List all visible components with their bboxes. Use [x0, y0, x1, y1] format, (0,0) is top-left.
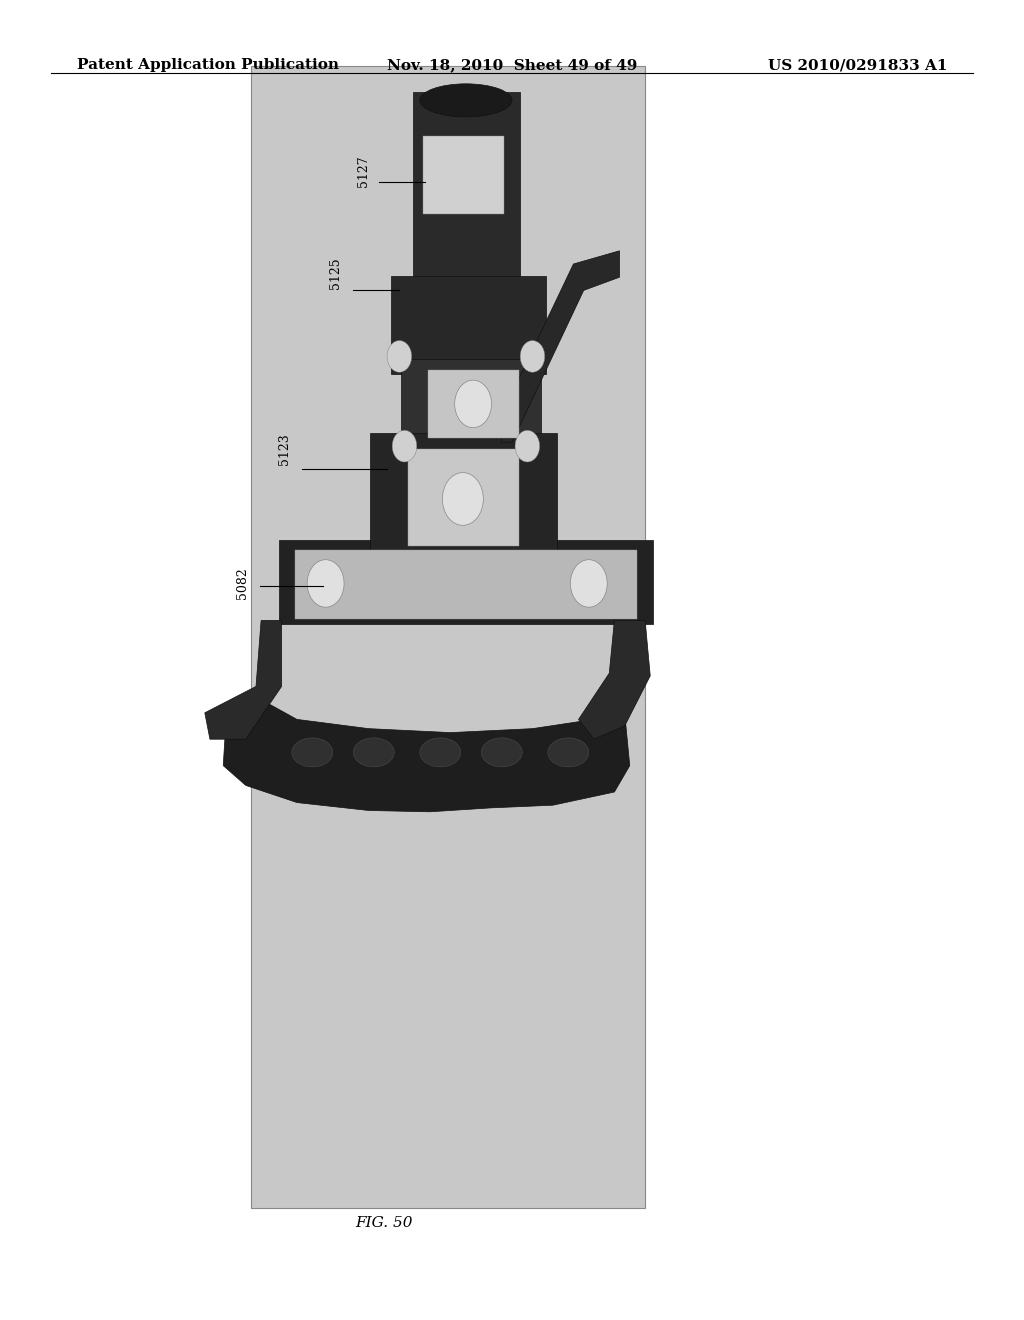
FancyBboxPatch shape: [391, 276, 546, 374]
Ellipse shape: [292, 738, 333, 767]
Circle shape: [520, 341, 545, 372]
Text: 5125: 5125: [330, 257, 342, 289]
FancyBboxPatch shape: [408, 449, 519, 546]
FancyBboxPatch shape: [423, 136, 504, 214]
Text: 5127: 5127: [357, 156, 370, 187]
Circle shape: [455, 380, 492, 428]
Circle shape: [570, 560, 607, 607]
Polygon shape: [579, 620, 650, 739]
Polygon shape: [223, 700, 630, 812]
Circle shape: [515, 430, 540, 462]
Ellipse shape: [548, 738, 589, 767]
Text: 5123: 5123: [279, 433, 291, 465]
Circle shape: [392, 430, 417, 462]
FancyBboxPatch shape: [413, 92, 520, 297]
Ellipse shape: [481, 738, 522, 767]
Text: 5082: 5082: [237, 568, 249, 599]
Polygon shape: [502, 251, 620, 442]
FancyBboxPatch shape: [370, 433, 557, 560]
Circle shape: [307, 560, 344, 607]
FancyBboxPatch shape: [295, 550, 637, 619]
Polygon shape: [205, 620, 282, 739]
FancyBboxPatch shape: [401, 359, 541, 446]
Text: Patent Application Publication: Patent Application Publication: [77, 58, 339, 73]
Ellipse shape: [420, 738, 461, 767]
Ellipse shape: [420, 83, 512, 116]
Circle shape: [442, 473, 483, 525]
Ellipse shape: [353, 738, 394, 767]
Text: US 2010/0291833 A1: US 2010/0291833 A1: [768, 58, 947, 73]
FancyBboxPatch shape: [251, 66, 645, 1208]
FancyBboxPatch shape: [279, 540, 653, 624]
Text: Nov. 18, 2010  Sheet 49 of 49: Nov. 18, 2010 Sheet 49 of 49: [387, 58, 637, 73]
FancyBboxPatch shape: [428, 370, 519, 438]
Text: FIG. 50: FIG. 50: [355, 1216, 413, 1230]
Circle shape: [387, 341, 412, 372]
